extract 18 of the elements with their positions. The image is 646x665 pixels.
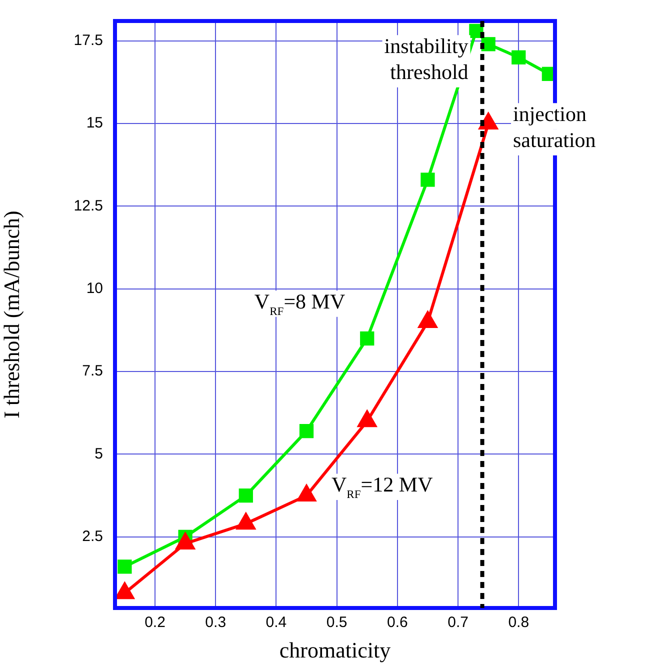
x-tick-label: 0.3 bbox=[205, 614, 226, 632]
y-tick-label: 10 bbox=[86, 280, 103, 298]
y-tick-label: 7.5 bbox=[82, 362, 103, 380]
y-tick-label: 17.5 bbox=[74, 32, 103, 49]
x-axis-title: chromaticity bbox=[279, 638, 391, 663]
y-tick-label: 12.5 bbox=[74, 197, 103, 214]
x-tick-label: 0.8 bbox=[508, 614, 530, 632]
x-tick-label: 0.7 bbox=[448, 614, 468, 632]
x-tick-label: 0.2 bbox=[144, 614, 166, 632]
annotation: injection saturation bbox=[513, 102, 596, 152]
y-tick-label: 15 bbox=[86, 114, 103, 132]
x-tick-label: 0.5 bbox=[326, 614, 348, 632]
x-tick-label: 0.4 bbox=[266, 614, 287, 632]
ref-line-label: instability threshold bbox=[384, 34, 469, 84]
x-tick-label: 0.6 bbox=[386, 614, 408, 632]
y-tick-label: 5 bbox=[94, 445, 103, 462]
y-tick-label: 2.5 bbox=[82, 528, 103, 546]
y-axis-title: I threshold (mA/bunch) bbox=[0, 210, 24, 418]
